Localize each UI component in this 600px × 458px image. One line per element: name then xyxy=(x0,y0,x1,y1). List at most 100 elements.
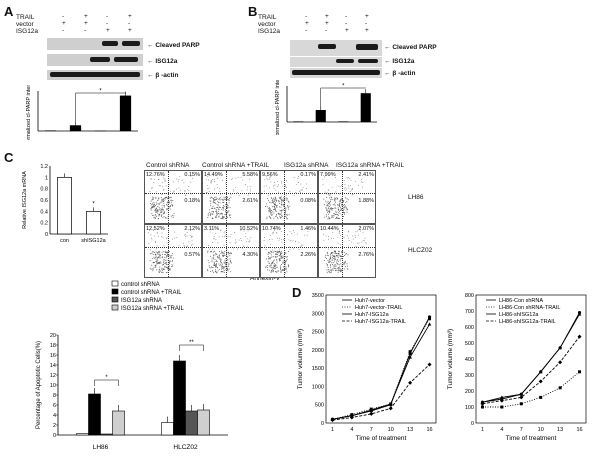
data-point xyxy=(578,370,582,374)
blot-a-row-label-vector: vector xyxy=(16,21,34,28)
x-tick-label: 1 xyxy=(481,427,484,433)
data-point xyxy=(427,322,432,326)
data-point xyxy=(538,369,543,374)
quadrant-percent: 2.12% xyxy=(184,226,200,232)
blot-sign: + xyxy=(128,27,132,34)
bar xyxy=(173,360,186,436)
data-point xyxy=(577,334,582,339)
y-tick-label: 400 xyxy=(465,357,474,363)
plot-frame xyxy=(325,294,437,424)
bar xyxy=(57,176,72,235)
bar xyxy=(112,410,125,436)
quadrant-gate-vertical xyxy=(284,225,285,277)
data-point xyxy=(558,345,562,350)
quadrant-percent: 2.07% xyxy=(358,226,374,232)
blot-a-band xyxy=(114,57,138,62)
panel-letter-d: D xyxy=(292,285,302,300)
y-tick-label: 3000 xyxy=(312,311,324,317)
flow-col-title: ISG12a shRNA +TRAIL xyxy=(336,162,405,169)
sig-marker: * xyxy=(105,375,108,381)
y-tick-label: 500 xyxy=(315,403,324,409)
blot-sign: + xyxy=(84,20,88,27)
y-tick-label: 0.2 xyxy=(40,221,48,227)
x-tick-label: 16 xyxy=(426,427,432,433)
blot-b-label-isg12a: ← ISG12a xyxy=(384,58,415,65)
quadrant-gate-horizontal xyxy=(261,247,317,248)
panel-letter-a: A xyxy=(4,4,14,19)
blot-sign: - xyxy=(62,13,65,20)
blot-sign: + xyxy=(325,13,329,20)
quadrant-gate-horizontal xyxy=(261,193,317,194)
blot-sign: + xyxy=(106,27,110,34)
legend-label: ISG12a shRNA +TRAIL xyxy=(121,306,185,312)
flow-x-axis-label: Annexin-V xyxy=(250,275,280,282)
x-tick-label: shISG12a xyxy=(81,238,106,244)
y-tick-label: 300 xyxy=(465,373,474,379)
bar xyxy=(86,210,101,235)
data-point xyxy=(349,415,354,420)
quadrant-percent: 1.46% xyxy=(300,226,316,232)
y-tick-label: 1500 xyxy=(312,366,324,372)
quadrant-gate-horizontal xyxy=(145,193,201,194)
blot-a-label-cleaved-parp: ← Cleaved PARP xyxy=(147,42,200,49)
blot-b-band xyxy=(358,59,378,63)
bar xyxy=(161,422,174,436)
y-tick-label: 20 xyxy=(50,333,56,339)
quadrant-gate-horizontal xyxy=(145,247,201,248)
data-point xyxy=(427,362,432,367)
flow-plot: 7.99% 2.41% 1.88% xyxy=(318,170,376,224)
data-point xyxy=(499,398,504,403)
y-tick-label: 0.4 xyxy=(40,209,48,215)
y-tick-label: 16 xyxy=(50,353,56,359)
x-tick-label: 1 xyxy=(331,427,334,433)
y-tick-label: 1.2 xyxy=(40,164,48,170)
blot-b-band xyxy=(292,70,380,75)
flow-scatter xyxy=(263,175,307,220)
quadrant-gate-vertical xyxy=(168,171,169,223)
flow-col-title: Control shRNA xyxy=(146,162,190,169)
x-axis-label: Time of treatment xyxy=(356,435,407,442)
blot-a-cleaved-parp-strip xyxy=(47,38,143,50)
quadrant-gate-vertical xyxy=(168,225,169,277)
quadrant-gate-vertical xyxy=(342,225,343,277)
x-tick-label: 7 xyxy=(370,427,373,433)
quadrant-gate-horizontal xyxy=(319,247,375,248)
legend-label: Huh7-vector-TRAIL xyxy=(355,305,402,311)
y-axis-label: Tumor volume (mm³) xyxy=(447,329,454,389)
x-tick-label: LH86 xyxy=(93,444,109,451)
y-tick-label: 0.6 xyxy=(40,198,48,204)
bar xyxy=(315,110,326,122)
blot-a-band xyxy=(50,72,140,77)
legend-label: LH86-shISG12a-TRAIL xyxy=(499,319,556,325)
legend-swatch xyxy=(111,280,119,287)
y-tick-label: 14 xyxy=(50,363,56,369)
flow-plot: 3.11% 10.52% 4.30% xyxy=(202,224,260,278)
blot-b-row-label-isg12a: ISG12a xyxy=(258,28,281,35)
legend-label: LH86-Con shRNA-TRAIL xyxy=(499,305,560,311)
sig-marker: * xyxy=(99,89,102,95)
y-tick-label: 6 xyxy=(53,403,56,409)
blot-sign: - xyxy=(305,27,308,34)
blot-b-band xyxy=(356,44,378,50)
legend-label: LH86-shISG12a xyxy=(499,312,539,318)
legend-label: LH86-Con shRNA xyxy=(499,298,543,304)
data-point xyxy=(480,405,484,409)
y-tick-label: 1000 xyxy=(312,384,324,390)
blot-b-label-actin: ← β -actin xyxy=(384,70,416,77)
flow-plot: 12.52% 2.12% 0.57% xyxy=(144,224,202,278)
blot-a-band xyxy=(122,41,140,46)
blot-b-row-label-trail: TRAIL xyxy=(258,14,277,21)
quadrant-percent: 1.88% xyxy=(358,198,374,204)
x-tick-label: HLCZ02 xyxy=(173,444,198,451)
flow-col-title: ISG12a shRNA xyxy=(284,162,329,169)
y-axis-label: Normalized cl-PARP intensity xyxy=(275,80,281,135)
panel-letter-b: B xyxy=(248,4,258,19)
blot-b-label-cleaved-parp: ← Cleaved PARP xyxy=(384,44,437,51)
quadrant-percent: 5.58% xyxy=(242,172,258,178)
panel-b-quant-chart: * Normalized cl-PARP intensity xyxy=(275,80,377,135)
series-line xyxy=(332,324,430,420)
quadrant-percent: 4.30% xyxy=(242,252,258,258)
y-tick-label: 700 xyxy=(465,309,474,315)
panel-c-mrna-chart: 0 0.2 0.4 0.6 0.8 1 1.2 con shISG12a * Relative IS… xyxy=(22,164,108,244)
blot-sign: + xyxy=(305,20,309,27)
